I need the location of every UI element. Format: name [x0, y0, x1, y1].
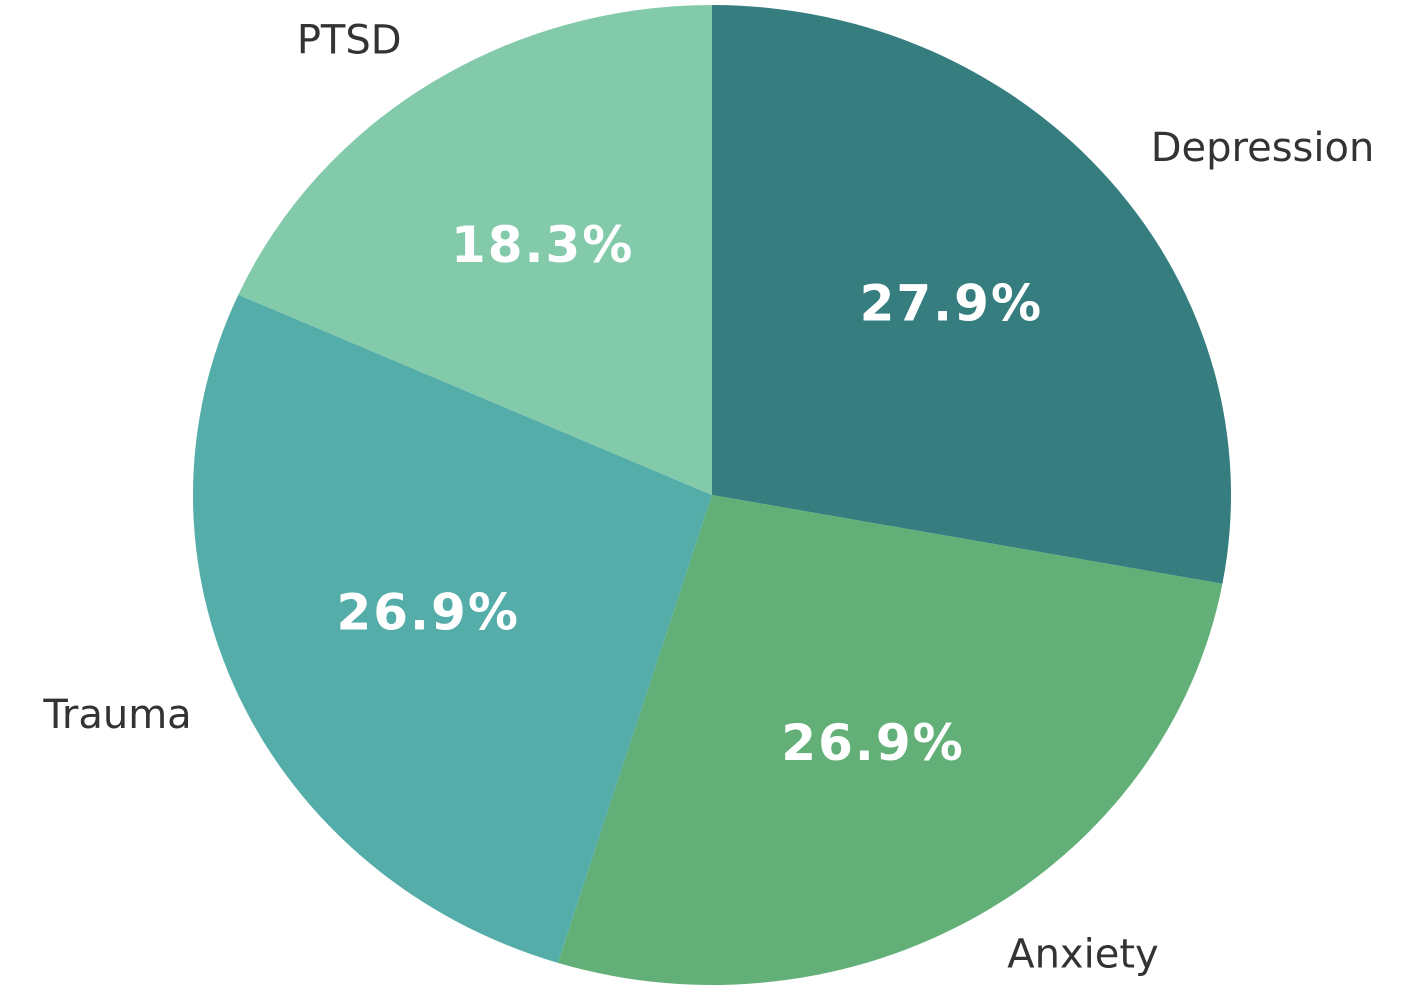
pie-slice: [193, 294, 712, 963]
slice-label: PTSD: [297, 18, 402, 64]
slice-label: Depression: [1151, 125, 1375, 171]
percent-label: 18.3%: [451, 216, 634, 274]
slice-label: Anxiety: [1007, 931, 1158, 977]
percent-label: 27.9%: [860, 274, 1043, 332]
pie-slice: [712, 5, 1231, 584]
pie-slice: [557, 495, 1223, 985]
percent-label: 26.9%: [781, 714, 964, 772]
slice-label: Trauma: [42, 692, 191, 738]
percent-label: 26.9%: [336, 583, 519, 641]
pie-slice: [238, 5, 713, 495]
